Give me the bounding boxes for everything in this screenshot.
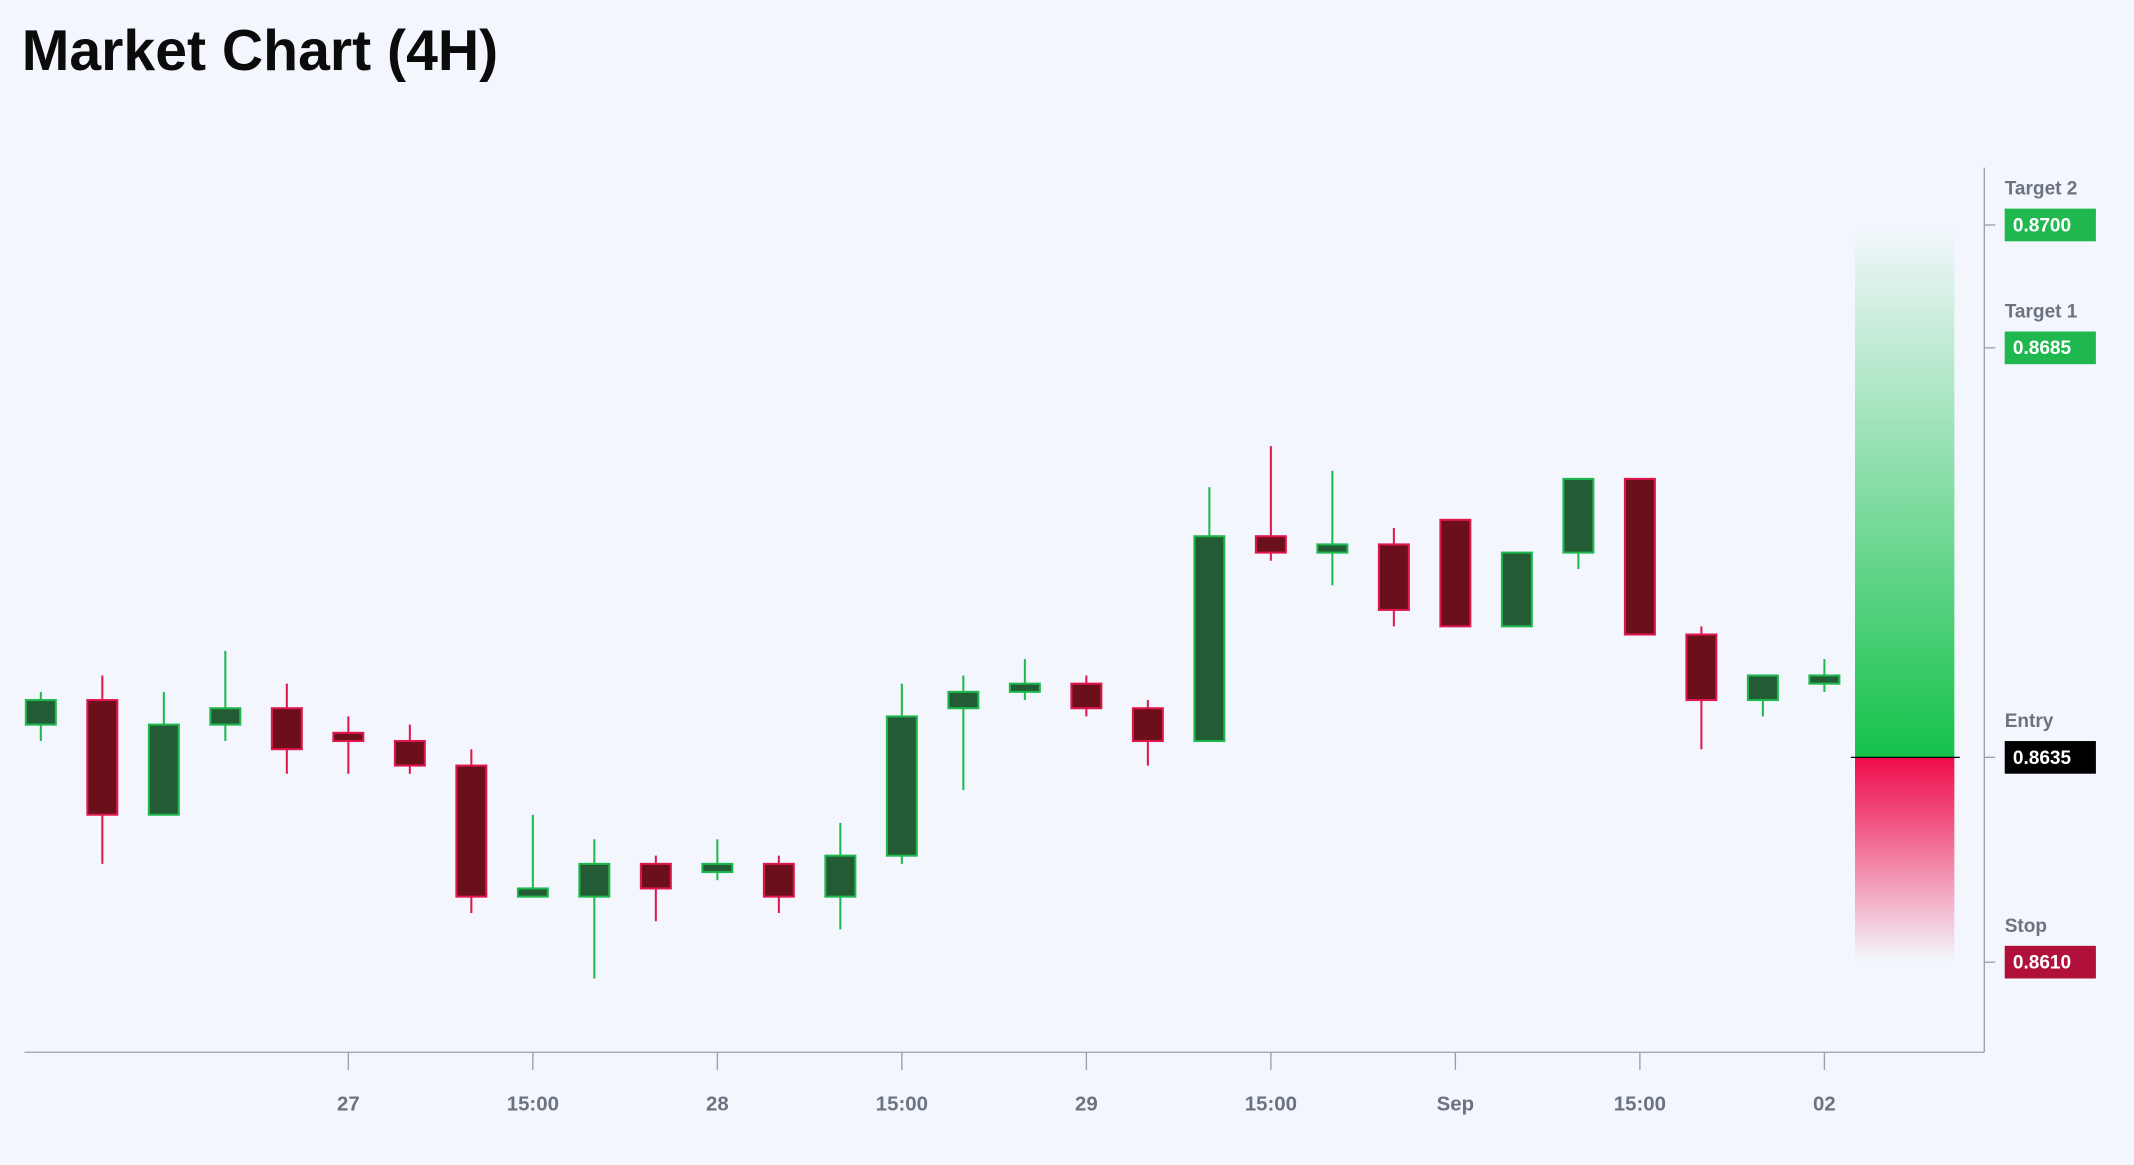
candle-body [24,699,57,726]
level-badge [2004,741,2096,774]
level-value: 0.8610 [2013,953,2071,974]
level-name: Stop [2005,916,2047,937]
chart-title: Market Chart (4H) [22,19,498,83]
x-tick-label: 27 [337,1094,360,1116]
candle-body [455,764,488,898]
x-tick-label: 02 [1813,1094,1836,1116]
candle-body [1685,633,1718,702]
candle-body [1193,535,1226,743]
candle-body [824,854,857,898]
candle-body [516,887,549,898]
candle-body [1562,477,1595,554]
level-value: 0.8700 [2013,215,2071,236]
candle-body [947,690,980,710]
candle-body [209,707,242,726]
candle-body [762,862,795,898]
x-tick-label: 15:00 [507,1094,559,1116]
stop-zone [1855,757,1955,963]
candle-body [1254,535,1287,554]
candle-body [1808,674,1841,685]
candle-body [1008,682,1041,693]
candle-body [639,862,672,890]
candle-body [701,862,734,874]
level-badge [2004,945,2096,979]
x-tick-label: 28 [706,1094,729,1116]
x-tick-label: 15:00 [1245,1094,1297,1116]
candle-body [1131,707,1164,743]
level-name: Target 2 [2005,179,2078,200]
level-badge [2004,331,2096,365]
candle-body [147,723,180,816]
candle-body [1316,543,1349,554]
level-name: Target 1 [2005,301,2078,322]
candle-body [86,699,119,816]
candle-body [270,707,303,751]
candle-body [393,739,426,767]
candle-body [1070,682,1103,710]
level-value: 0.8685 [2013,338,2072,359]
x-tick-label: 15:00 [876,1094,928,1116]
x-tick-label: 29 [1075,1094,1098,1116]
candle-body [332,731,365,743]
candle-body [885,715,918,857]
x-tick-label: 15:00 [1614,1094,1666,1116]
level-value: 0.8635 [2013,748,2072,769]
candle-body [1377,543,1410,611]
x-tick-label: Sep [1437,1094,1474,1116]
candle-body [578,862,611,898]
candle-body [1746,674,1779,702]
candle-body [1439,518,1472,628]
candle-body [1500,551,1533,628]
level-badge [2004,208,2096,242]
target-zone [1855,224,1955,758]
candle-body [1623,477,1656,636]
level-name: Entry [2005,711,2054,732]
